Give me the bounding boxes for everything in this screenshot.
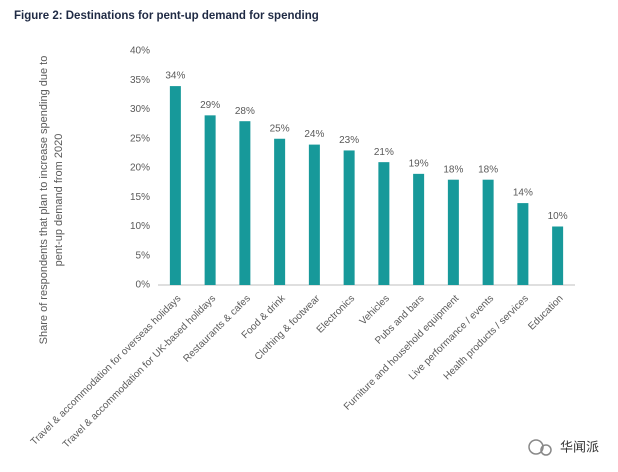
bar — [413, 173, 425, 285]
value-label: 25% — [270, 123, 290, 134]
y-axis-label: Share of respondents that plan to increa… — [38, 56, 65, 345]
y-tick-label: 5% — [136, 250, 151, 261]
y-tick-label: 10% — [130, 221, 150, 232]
bar — [517, 203, 529, 285]
y-label-line: pent-up demand from 2020 — [53, 134, 65, 267]
bar — [169, 86, 181, 285]
x-tick-label: Travel & accommodation for overseas holi… — [29, 293, 184, 448]
bar — [274, 138, 286, 285]
value-label: 34% — [165, 71, 185, 82]
y-label-line: Share of respondents that plan to increa… — [38, 56, 50, 345]
value-label: 18% — [443, 164, 463, 175]
x-tick-label: Electronics — [315, 293, 357, 335]
x-tick-label: Travel & accommodation for UK-based holi… — [61, 293, 218, 450]
y-tick-label: 30% — [130, 104, 150, 115]
bar — [552, 226, 564, 285]
x-tick-label: Clothing & footwear — [253, 293, 323, 363]
bar — [239, 121, 251, 285]
value-label: 18% — [478, 164, 498, 175]
x-tick-label: Education — [526, 293, 565, 332]
watermark: 华闻派 — [560, 439, 599, 454]
value-label: 21% — [374, 147, 394, 158]
chart-title: Figure 2: Destinations for pent-up deman… — [14, 10, 319, 22]
value-label: 19% — [409, 158, 429, 169]
y-tick-label: 0% — [136, 280, 151, 291]
y-tick-label: 25% — [130, 133, 150, 144]
x-tick-label: Vehicles — [358, 293, 392, 327]
bar — [204, 115, 216, 285]
bar — [482, 179, 494, 285]
value-label: 14% — [513, 188, 533, 199]
y-tick-label: 40% — [130, 46, 150, 57]
value-label: 24% — [304, 129, 324, 140]
y-tick-label: 35% — [130, 75, 150, 86]
bar — [308, 144, 320, 285]
bar — [378, 162, 390, 285]
value-label: 10% — [548, 211, 568, 222]
x-tick-label: Restaurants & cafes — [181, 293, 252, 364]
bar — [447, 179, 459, 285]
y-tick-label: 15% — [130, 192, 150, 203]
value-label: 23% — [339, 135, 359, 146]
y-tick-label: 20% — [130, 163, 150, 174]
value-label: 29% — [200, 100, 220, 111]
bar — [343, 150, 355, 285]
value-label: 28% — [235, 106, 255, 117]
watermark-icon — [528, 439, 552, 456]
